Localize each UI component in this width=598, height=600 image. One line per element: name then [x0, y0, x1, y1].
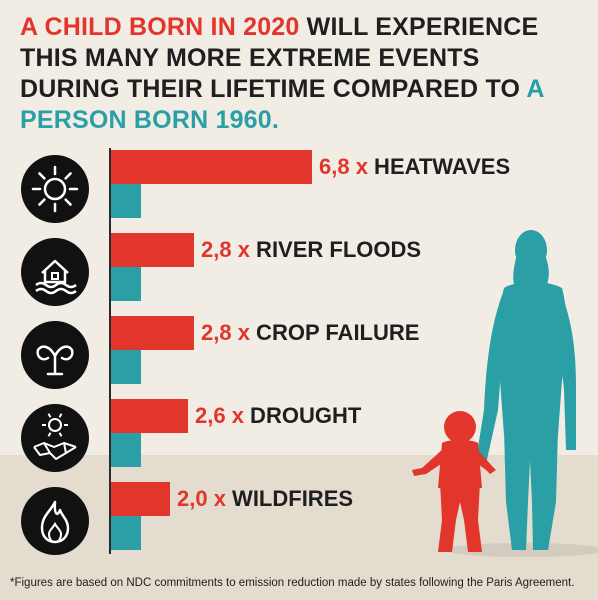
bar-child-2020: [111, 316, 194, 350]
bar-label: 2,8 x RIVER FLOODS: [201, 235, 421, 265]
category-label: HEATWAVES: [367, 154, 511, 179]
flame-icon: [21, 487, 89, 555]
bar-label: 2,8 x CROP FAILURE: [201, 318, 419, 348]
bar-child-2020: [111, 233, 194, 267]
child-figure: [412, 411, 496, 552]
bar-person-1960: [111, 350, 141, 384]
bar-child-2020: [111, 482, 170, 516]
multiplier-value: 6,8 x: [319, 154, 368, 179]
category-label: DROUGHT: [243, 403, 362, 428]
bar-child-2020: [111, 399, 188, 433]
title-person-1960: A PERSON BORN 1960.: [20, 75, 544, 134]
woman-figure: [476, 230, 576, 550]
chart-row-river-floods: 2,8 x RIVER FLOODS: [0, 233, 598, 313]
bar-label: 2,6 x DROUGHT: [195, 401, 361, 431]
bar-person-1960: [111, 267, 141, 301]
title-middle: WILL EXPERIENCE THIS MANY MORE EXTREME E…: [20, 13, 539, 103]
page-title: A CHILD BORN IN 2020 WILL EXPERIENCE THI…: [20, 12, 580, 136]
multiplier-value: 2,0 x: [177, 486, 226, 511]
bar-label: 2,0 x WILDFIRES: [177, 484, 353, 514]
multiplier-value: 2,8 x: [201, 237, 250, 262]
category-label: RIVER FLOODS: [249, 237, 422, 262]
sun-icon: [21, 155, 89, 223]
woman-and-child-silhouette: [412, 230, 598, 557]
multiplier-value: 2,8 x: [201, 320, 250, 345]
floor-band: [0, 455, 598, 600]
bar-child-2020: [111, 150, 312, 184]
chart-axis: [109, 148, 111, 554]
chart-row-wildfires: 2,0 x WILDFIRES: [0, 482, 598, 562]
title-child-2020: A CHILD BORN IN 2020: [20, 13, 300, 41]
chart-row-heatwaves: 6,8 x HEATWAVES: [0, 150, 598, 230]
category-label: WILDFIRES: [225, 486, 354, 511]
footnote: *Figures are based on NDC commitments to…: [10, 577, 575, 589]
multiplier-value: 2,6 x: [195, 403, 244, 428]
bar-label: 6,8 x HEATWAVES: [319, 152, 510, 182]
bar-person-1960: [111, 184, 141, 218]
flooded-house-icon: [21, 238, 89, 306]
chart-row-drought: 2,6 x DROUGHT: [0, 399, 598, 479]
chart-row-crop-failure: 2,8 x CROP FAILURE: [0, 316, 598, 396]
bar-person-1960: [111, 433, 141, 467]
wilted-plant-icon: [21, 321, 89, 389]
drought-cracked-earth-icon: [21, 404, 89, 472]
bar-person-1960: [111, 516, 141, 550]
category-label: CROP FAILURE: [249, 320, 420, 345]
